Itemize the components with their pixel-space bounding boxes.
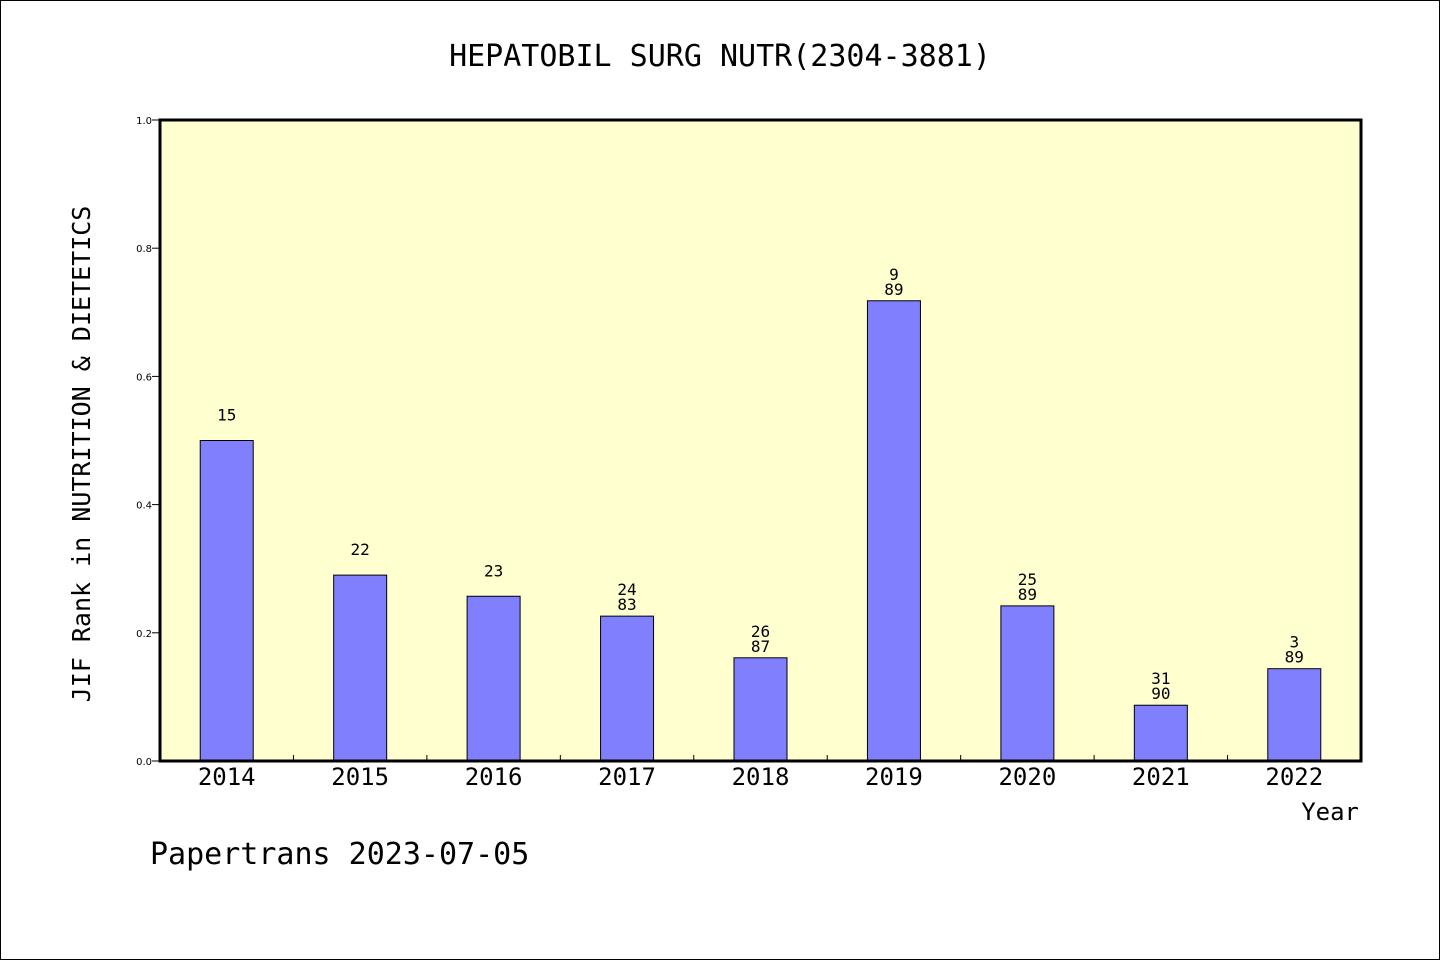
y-tick-label: 0.4 <box>136 501 152 512</box>
data-label: 89 <box>1018 585 1037 604</box>
bar-2015 <box>333 574 388 762</box>
data-label: 23 <box>484 561 503 580</box>
bar-2019 <box>866 300 921 762</box>
data-label: 89 <box>884 280 903 299</box>
data-label: 90 <box>1151 684 1170 703</box>
bar-2016 <box>466 595 521 762</box>
x-tick-label: 2018 <box>732 763 790 791</box>
x-tick-label: 2019 <box>865 763 923 791</box>
data-label: 31 <box>1151 669 1170 688</box>
data-label: 25 <box>1018 570 1037 589</box>
bar-2021 <box>1133 704 1188 762</box>
y-axis-label: JIF Rank in NUTRITION & DIETETICS <box>67 206 96 703</box>
data-label: 9 <box>889 265 899 284</box>
y-tick-label: 0.0 <box>136 757 152 768</box>
data-label: 3 <box>1289 633 1299 652</box>
x-tick-label: 2021 <box>1132 763 1190 791</box>
y-tick-label: 1.0 <box>136 116 152 127</box>
x-tick-label: 2014 <box>198 763 256 791</box>
footer-text: Papertrans 2023-07-05 <box>150 837 529 872</box>
data-label: 22 <box>351 540 370 559</box>
data-label: 15 <box>217 406 236 425</box>
bar-2020 <box>1000 605 1055 762</box>
y-tick-label: 0.6 <box>136 372 152 383</box>
chart-title: HEPATOBIL SURG NUTR(2304-3881) <box>449 39 991 74</box>
bar-2022 <box>1267 668 1322 762</box>
x-tick-label: 2020 <box>998 763 1056 791</box>
x-tick-label: 2015 <box>331 763 389 791</box>
x-tick-label: 2017 <box>598 763 656 791</box>
bar-2017 <box>600 615 655 762</box>
bars <box>199 300 1322 762</box>
x-axis-label: Year <box>1301 798 1359 826</box>
data-label: 89 <box>1285 648 1304 667</box>
y-tick-label: 0.8 <box>136 244 152 255</box>
data-label: 26 <box>751 622 770 641</box>
x-tick-label: 2016 <box>465 763 523 791</box>
y-tick-label: 0.2 <box>136 629 152 640</box>
data-label: 24 <box>617 580 636 599</box>
x-tick-label: 2022 <box>1265 763 1323 791</box>
plot-border <box>158 118 1363 763</box>
bar-2014 <box>199 440 254 762</box>
y-axis: 0.0 0.2 0.4 0.6 0.8 1.0 <box>136 116 160 768</box>
bar-2018 <box>733 657 788 762</box>
data-label: 87 <box>751 637 770 656</box>
data-label: 83 <box>617 595 636 614</box>
x-axis: 2014 2015 2016 2017 2018 2019 2020 2021 2022 <box>198 755 1323 791</box>
